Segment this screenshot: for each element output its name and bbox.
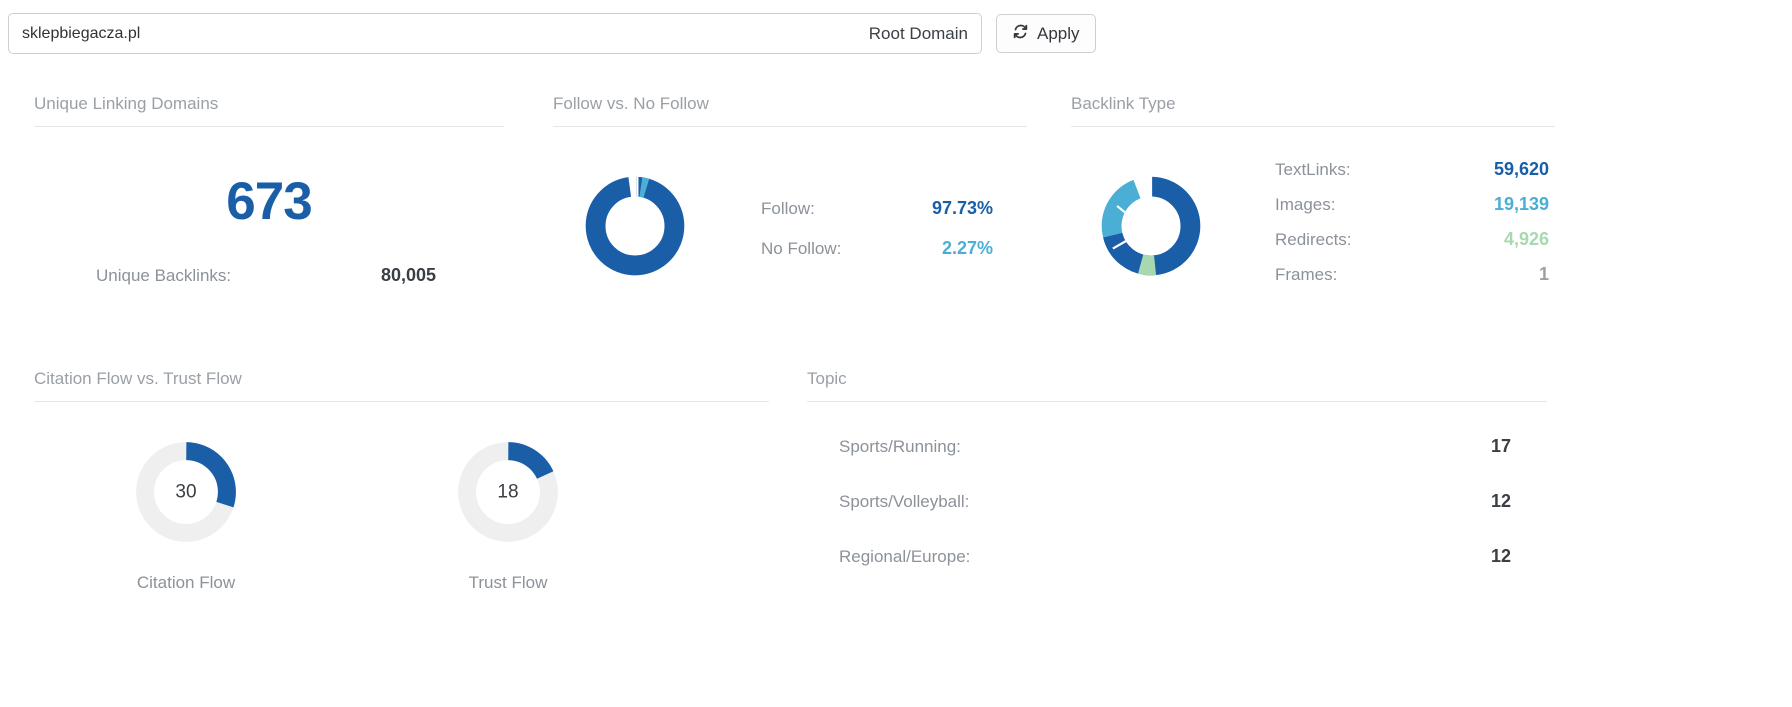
gauge-caption: Citation Flow: [136, 573, 236, 592]
unique-backlinks-label: Unique Backlinks:: [96, 266, 232, 285]
panel-title: Follow vs. No Follow: [553, 94, 709, 113]
topic-row: Regional/Europe: 12: [807, 546, 1547, 567]
panel-title: Backlink Type: [1071, 94, 1176, 113]
gauge-citation-flow: 30 Citation Flow: [132, 438, 240, 593]
follow-legend: Follow: 97.73% No Follow: 2.27%: [687, 198, 1027, 259]
gauge-trust-flow: 18 Trust Flow: [454, 438, 562, 593]
gauge-value: 18: [497, 481, 519, 503]
legend-row: Images: 19,139: [1275, 194, 1549, 215]
topic-value: 17: [1490, 436, 1511, 456]
gauge-caption: Trust Flow: [468, 573, 548, 592]
panel-backlink-type: Backlink Type TextLink: [1071, 94, 1555, 322]
apply-button-label: Apply: [1037, 24, 1080, 43]
legend-row: No Follow: 2.27%: [761, 238, 993, 259]
legend-value: 1: [1538, 263, 1549, 284]
unique-linking-domains-body: 673 Unique Backlinks: 80,005: [34, 127, 504, 317]
follow-donut-chart: [583, 174, 687, 283]
legend-label: No Follow:: [761, 239, 842, 258]
legend-value: 2.27%: [941, 238, 993, 258]
unique-backlinks-value: 80,005: [380, 265, 436, 285]
gauge-ring: 30: [132, 438, 240, 546]
unique-linking-domains-count: 673: [226, 172, 312, 231]
panel-divider: [34, 126, 504, 127]
legend-label: Images:: [1275, 194, 1336, 214]
panel-title: Unique Linking Domains: [34, 94, 219, 113]
unique-backlinks-row: Unique Backlinks: 80,005: [34, 265, 504, 286]
panel-citation-vs-trust-flow: Citation Flow vs. Trust Flow 30 Citation…: [34, 369, 769, 593]
legend-value: 19,139: [1493, 193, 1549, 214]
domain-input[interactable]: sklepbiegacza.pl Root Domain: [8, 13, 982, 54]
panel-unique-linking-domains: Unique Linking Domains 673 Unique Backli…: [34, 94, 504, 317]
topic-label: Regional/Europe:: [839, 547, 971, 566]
panel-topic: Topic Sports/Running: 17 Sports/Volleyba…: [807, 369, 1547, 567]
topic-label: Sports/Running:: [839, 437, 961, 456]
follow-vs-nofollow-body: Follow: 97.73% No Follow: 2.27%: [553, 127, 1027, 322]
topic-body: Sports/Running: 17 Sports/Volleyball: 12…: [807, 402, 1547, 567]
legend-label: TextLinks:: [1275, 159, 1351, 179]
topic-value: 12: [1490, 546, 1511, 566]
topic-value: 12: [1490, 491, 1511, 511]
legend-label: Frames:: [1275, 264, 1338, 284]
legend-row: Follow: 97.73%: [761, 198, 993, 219]
toolbar: sklepbiegacza.pl Root Domain Apply: [8, 13, 1096, 54]
backlink-type-legend: TextLinks: 59,620 Images: 19,139 Redirec…: [1203, 159, 1555, 299]
legend-value: 4,926: [1503, 228, 1549, 249]
apply-button[interactable]: Apply: [996, 14, 1096, 53]
refresh-icon: [1012, 23, 1029, 45]
topic-row: Sports/Volleyball: 12: [807, 491, 1547, 512]
legend-row: TextLinks: 59,620: [1275, 159, 1549, 180]
legend-label: Redirects:: [1275, 229, 1352, 249]
gauges-body: 30 Citation Flow 18 Trust Flow: [34, 402, 769, 593]
panel-divider: [807, 401, 1547, 402]
legend-value: 97.73%: [931, 198, 993, 218]
backlink-type-body: TextLinks: 59,620 Images: 19,139 Redirec…: [1071, 127, 1555, 322]
legend-value: 59,620: [1493, 158, 1549, 179]
panel-divider: [553, 126, 1027, 127]
legend-row: Redirects: 4,926: [1275, 229, 1549, 250]
panel-divider: [1071, 126, 1555, 127]
topic-row: Sports/Running: 17: [807, 436, 1547, 457]
topic-label: Sports/Volleyball:: [839, 492, 970, 511]
backlink-type-donut-chart: [1099, 174, 1203, 283]
panel-divider: [34, 401, 769, 402]
panel-title: Citation Flow vs. Trust Flow: [34, 369, 242, 388]
panel-follow-vs-nofollow: Follow vs. No Follow Follow: 97.73%: [553, 94, 1027, 322]
gauge-value: 30: [175, 481, 197, 503]
gauge-ring: 18: [454, 438, 562, 546]
domain-input-value: sklepbiegacza.pl: [22, 24, 141, 42]
legend-row: Frames: 1: [1275, 264, 1549, 285]
domain-scope-label: Root Domain: [868, 24, 968, 43]
legend-label: Follow:: [761, 199, 815, 218]
panel-title: Topic: [807, 369, 847, 388]
